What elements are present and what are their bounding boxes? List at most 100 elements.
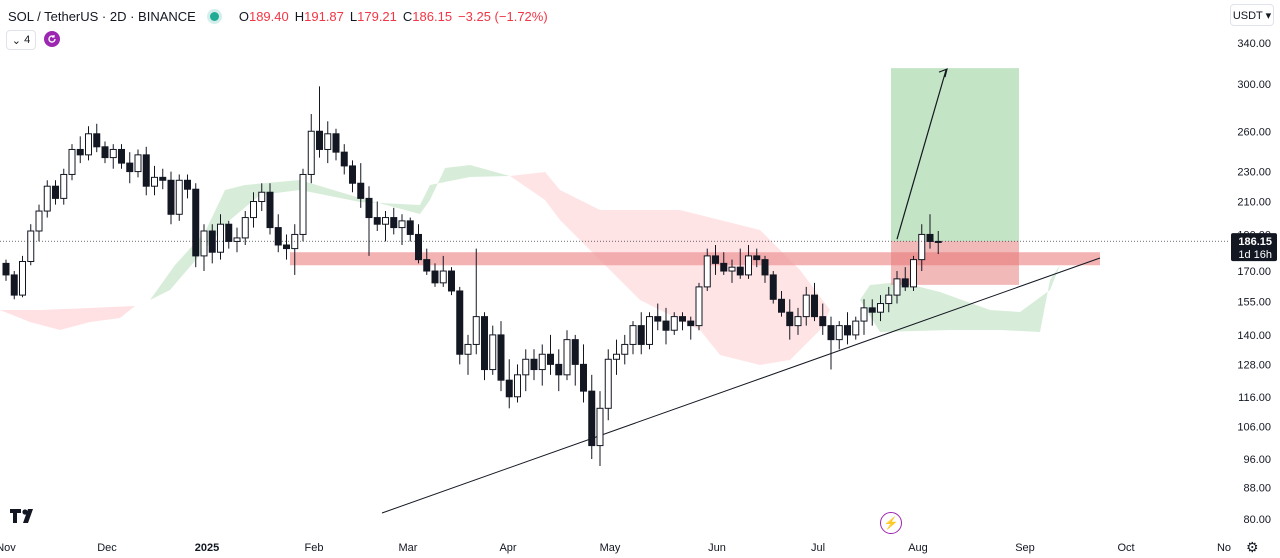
- gear-icon[interactable]: ⚙: [1246, 539, 1259, 555]
- arrow-head-icon: [938, 68, 948, 78]
- candle-up: [538, 353, 546, 371]
- candle-up: [596, 407, 604, 447]
- y-tick-label: 116.00: [1238, 392, 1271, 404]
- candle-up: [382, 217, 389, 225]
- candle-down: [52, 185, 59, 199]
- candle-down: [274, 227, 282, 246]
- candle-up: [563, 339, 571, 376]
- candle-down: [225, 223, 233, 242]
- candle-down: [761, 259, 769, 276]
- indicator-count: 4: [24, 34, 31, 46]
- candle-up: [439, 270, 447, 284]
- candle-down: [10, 274, 18, 296]
- x-tick-label: Aug: [908, 542, 928, 554]
- y-tick-label: 96.00: [1243, 454, 1271, 466]
- candle-down: [423, 259, 431, 272]
- candle-up: [670, 316, 678, 331]
- candle-down: [167, 179, 175, 215]
- candle-down: [786, 311, 794, 327]
- candle-down: [456, 290, 464, 355]
- candle-down: [687, 320, 695, 327]
- candle-up: [802, 294, 810, 318]
- candle-up: [200, 230, 208, 257]
- candle-up: [745, 255, 752, 276]
- candle-down: [811, 294, 818, 318]
- symbol-title[interactable]: SOL / TetherUS · 2D · BINANCE: [8, 8, 196, 24]
- x-tick-label: Dec: [97, 542, 117, 554]
- x-tick-label: Feb: [305, 542, 324, 554]
- candle-up: [835, 325, 843, 341]
- candle-down: [588, 390, 596, 447]
- currency-select[interactable]: USDT ▾: [1230, 4, 1274, 26]
- ichimoku-cloud-bearish-main: [510, 172, 830, 365]
- candle-up: [68, 148, 76, 175]
- candle-down: [901, 278, 909, 288]
- candle-down: [93, 133, 101, 148]
- candle-down: [753, 255, 761, 261]
- ichimoku-cloud-future: [860, 265, 1060, 332]
- candle-down: [142, 154, 150, 187]
- x-tick-label: No: [1217, 542, 1231, 554]
- y-tick-label: 300.00: [1237, 79, 1271, 91]
- x-tick-label: Oct: [1117, 542, 1134, 554]
- x-tick-label: Apr: [499, 542, 516, 554]
- candle-up: [794, 316, 802, 327]
- candle-down: [415, 233, 422, 261]
- candle-up: [472, 316, 480, 345]
- candle-down: [332, 133, 340, 153]
- candle-up: [646, 316, 653, 345]
- current-price-label: 186.15: [1238, 236, 1272, 248]
- candle-down: [679, 316, 686, 322]
- candle-down: [819, 316, 827, 327]
- candle-up: [489, 334, 497, 371]
- candle-down: [357, 182, 365, 199]
- market-status-icon: [209, 11, 219, 21]
- tradingview-logo-icon[interactable]: [10, 506, 40, 529]
- candle-up: [134, 154, 142, 173]
- ichimoku-cloud-bullish: [150, 165, 510, 300]
- y-tick-label: 230.00: [1237, 167, 1271, 179]
- candle-up: [241, 217, 249, 239]
- candle-down: [769, 274, 777, 300]
- candle-down: [365, 197, 373, 219]
- candle-down: [868, 307, 876, 313]
- candle-up: [893, 278, 901, 296]
- candle-up: [934, 240, 942, 243]
- y-tick-label: 128.00: [1237, 359, 1271, 371]
- y-tick-label: 80.00: [1243, 514, 1271, 526]
- close-value: 186.15: [412, 8, 453, 24]
- candle-up: [175, 179, 183, 215]
- candle-down: [118, 148, 125, 164]
- candle-up: [703, 255, 711, 288]
- candle-up: [324, 133, 332, 150]
- close-label: C: [402, 8, 413, 24]
- trendline: [381, 257, 1101, 514]
- candle-down: [844, 325, 851, 336]
- candle-up: [217, 223, 224, 253]
- candle-down: [497, 334, 505, 381]
- y-tick-label: 106.00: [1237, 421, 1271, 433]
- candle-up: [307, 130, 315, 175]
- candle-down: [373, 217, 381, 225]
- candle-up: [250, 201, 257, 219]
- candle-up: [629, 325, 637, 345]
- target-zone: [891, 68, 1019, 242]
- candle-down: [505, 379, 513, 398]
- refresh-icon[interactable]: [44, 31, 60, 47]
- x-tick-label: Jun: [708, 542, 726, 554]
- x-tick-label: Nov: [0, 542, 16, 554]
- candle-down: [184, 179, 191, 190]
- x-tick-label: May: [600, 542, 621, 554]
- candle-up: [621, 343, 629, 355]
- open-label: O: [238, 8, 249, 24]
- lightning-bolt-icon[interactable]: ⚡: [880, 512, 902, 534]
- candle-down: [390, 217, 398, 229]
- candle-down: [778, 298, 785, 313]
- candle-up: [258, 191, 266, 203]
- chevron-down-icon: ⌄: [11, 34, 25, 47]
- indicators-toggle-button[interactable]: ⌄ 4: [6, 30, 36, 50]
- candle-up: [151, 176, 158, 187]
- candle-up: [35, 210, 43, 232]
- candle-down: [448, 270, 455, 292]
